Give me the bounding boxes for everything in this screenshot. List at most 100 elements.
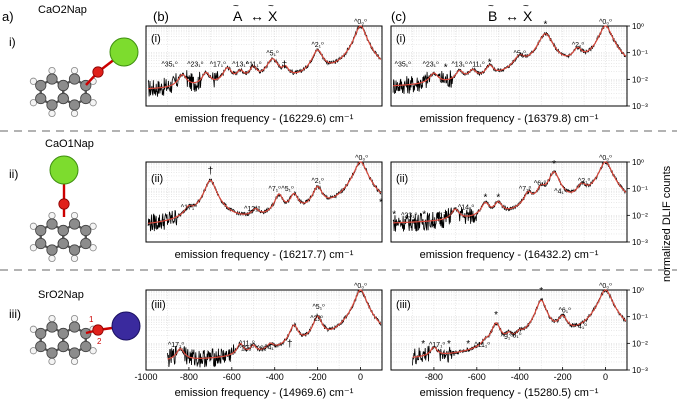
carbon-atom (46, 73, 58, 85)
peak-annotation: ^2₁⁰ (311, 41, 324, 49)
spectrum-panel-c-ii: ^0₀⁰ ^2₁⁰ * ^6₁⁰^7₁⁰ ^4₁⁰ * * ^14₁⁰ * ^23₁⁰ * ^17₁⁰… (390, 154, 648, 261)
plot-frame (390, 25, 628, 107)
carbon-atom (46, 218, 58, 230)
carbon-atom (80, 340, 92, 353)
peak-annotation: ^23₁⁰ (423, 61, 439, 69)
hydrogen-atom (48, 109, 56, 118)
carbon-atom (80, 237, 92, 250)
plot-frame (390, 289, 628, 371)
svg-text:~: ~ (523, 1, 529, 12)
peak-annotation: * (483, 193, 487, 204)
x-tick-label: -400 (511, 372, 529, 382)
spectrum-fit-line (148, 161, 382, 224)
peak-annotation: ^7₁⁰ (519, 185, 532, 193)
oxygen-atom (92, 324, 104, 336)
x-tick-label: -400 (266, 372, 284, 382)
peak-annotation: ^9₁⁰ (257, 345, 270, 353)
peak-annotation: ^12₁⁰ (244, 205, 260, 213)
carbon-atom (35, 327, 47, 340)
hydrogen-atom (29, 77, 38, 85)
carbon-atom (68, 347, 81, 359)
carbon-atom (57, 92, 69, 105)
svg-text:~: ~ (233, 1, 239, 12)
spectrum-fit-line (393, 25, 627, 87)
carbon-atom (35, 237, 47, 250)
molecule-name-3: SrO2Nap (38, 289, 84, 301)
x-axis-label: emission frequency - (15280.5) cm⁻¹ (420, 387, 599, 399)
hydrogen-atom (70, 109, 79, 118)
peak-annotation: ^8₁⁰ (509, 331, 522, 339)
peak-annotation: ^0₀⁰ (354, 18, 367, 26)
hydrogen-atom (70, 357, 79, 366)
peak-annotation: ^0₀⁰ (355, 154, 368, 162)
subpanel-label-c-iii: (iii) (396, 299, 411, 311)
peak-annotation: ^17₁⁰ (168, 341, 184, 349)
peak-annotation: ^11₁⁰ (474, 341, 490, 349)
x-tick-label: -200 (554, 372, 572, 382)
transition-b-lower: X (268, 8, 278, 24)
panel-label-c: (c) (391, 9, 406, 24)
carbon-atom (80, 92, 92, 105)
peak-annotation: * (494, 310, 498, 321)
carbon-atom (35, 79, 47, 92)
hydrogen-atom (48, 254, 56, 263)
peak-annotation: ^6₁⁰ (559, 307, 572, 315)
peak-annotation: ^0₀⁰ (599, 154, 612, 162)
peak-annotation: ^35₁⁰ (395, 61, 411, 69)
transition-header-b: A ~ ↔ X ~ (233, 1, 278, 24)
y-tick-label: 10⁻¹ (632, 49, 648, 58)
carbon-atom (57, 237, 69, 250)
plot-frame (390, 161, 628, 243)
y-tick-label: 10⁰ (632, 286, 644, 295)
x-axis-label: emission frequency - (16229.6) cm⁻¹ (175, 113, 354, 125)
peak-annotation: ^2₂⁰ (310, 315, 323, 323)
row-label-iii: iii) (9, 307, 21, 321)
subpanel-label-b-ii: (ii) (151, 173, 163, 185)
hydrogen-atom (48, 357, 56, 366)
peak-annotation: * (539, 286, 543, 297)
carbon-atom (35, 340, 47, 353)
carbon-atom (68, 218, 81, 230)
peak-annotation: ^7₁⁰ (269, 185, 282, 193)
spectrum-data-line (392, 160, 627, 232)
peak-annotation: ^0₀⁰ (599, 282, 612, 290)
spectrum-fit-line (393, 161, 627, 224)
carbon-atom (57, 79, 69, 92)
carbon-atom (46, 321, 58, 333)
hydrogen-atom (29, 244, 38, 252)
peak-annotation: ^14₁⁰ (458, 203, 474, 211)
spectrum-panel-b-ii: ^0₀⁰ ^2₁⁰ ^5₁⁰^7₁⁰ ^12₁⁰ † ^17₁⁰ * emission fre… (145, 154, 383, 261)
x-axis-label: emission frequency - (16379.8) cm⁻¹ (420, 113, 599, 125)
x-tick-label: -800 (425, 372, 443, 382)
molecule-cao1nap (29, 155, 97, 263)
peak-annotation: ^11₁⁰ (239, 339, 255, 347)
spectrum-fit-line (412, 289, 627, 358)
carbon-atom (46, 347, 58, 359)
x-axis-label: emission frequency - (14969.6) cm⁻¹ (175, 387, 354, 399)
peak-annotation: * (421, 339, 425, 350)
y-tick-label: 10⁻² (632, 75, 648, 84)
carbon-atom (57, 340, 69, 353)
hydrogen-atom (70, 254, 79, 263)
x-tick-label: -600 (468, 372, 486, 382)
site-label-2: 2 (97, 337, 102, 346)
peak-annotation: ^23₁⁰ (401, 211, 417, 219)
panel-label-a: a) (2, 9, 14, 24)
carbon-atom (35, 92, 47, 105)
carbon-atom (68, 99, 81, 111)
spectrum-data-line (167, 290, 382, 368)
peak-annotation: † (282, 60, 288, 71)
carbon-atom (57, 327, 69, 340)
x-tick-label: -200 (309, 372, 327, 382)
metal-atom (111, 311, 141, 341)
carbon-atom (68, 73, 81, 85)
y-tick-label: 10⁻³ (632, 238, 648, 247)
peak-annotation: ^4₁⁰ (264, 343, 277, 351)
hydrogen-atom (70, 66, 79, 75)
peak-annotation: ^23₁⁰ (187, 61, 203, 69)
carbon-atom (57, 224, 69, 237)
carbon-atom (35, 224, 47, 237)
row-label-ii: ii) (9, 167, 18, 181)
hydrogen-atom (48, 314, 56, 323)
